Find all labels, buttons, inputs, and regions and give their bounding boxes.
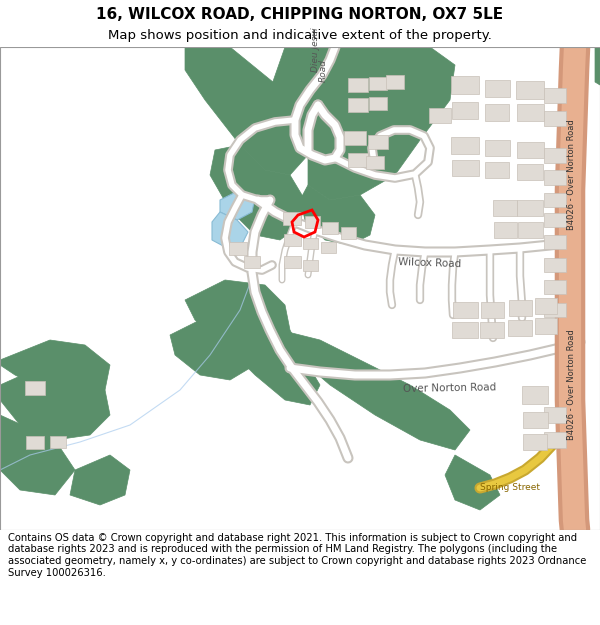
Bar <box>544 111 566 126</box>
Bar <box>344 131 366 145</box>
Bar <box>544 213 566 227</box>
Polygon shape <box>270 47 455 200</box>
Text: Map shows position and indicative extent of the property.: Map shows position and indicative extent… <box>108 29 492 42</box>
Bar <box>516 81 544 99</box>
Bar <box>348 78 368 92</box>
Bar <box>508 320 532 336</box>
Bar <box>544 280 566 294</box>
Bar <box>485 79 509 96</box>
Bar <box>244 256 260 268</box>
Bar <box>452 160 479 176</box>
Bar <box>429 107 451 122</box>
Bar <box>493 200 517 216</box>
Bar <box>341 227 356 239</box>
Polygon shape <box>0 365 110 440</box>
Bar <box>517 164 543 180</box>
Text: Road: Road <box>319 59 328 81</box>
Text: Wilcox Road: Wilcox Road <box>398 257 462 269</box>
Bar <box>485 140 509 156</box>
Bar <box>544 169 566 184</box>
Text: 16, WILCOX ROAD, CHIPPING NORTON, OX7 5LE: 16, WILCOX ROAD, CHIPPING NORTON, OX7 5L… <box>97 7 503 22</box>
Bar <box>451 76 479 94</box>
Polygon shape <box>0 340 110 400</box>
Text: B4026 - Over Norton Road: B4026 - Over Norton Road <box>568 119 577 231</box>
Bar <box>302 259 317 271</box>
Bar <box>50 436 66 448</box>
Bar <box>544 148 566 162</box>
Bar <box>517 142 544 158</box>
Bar <box>544 407 566 423</box>
Bar <box>517 222 542 238</box>
Bar <box>517 104 544 121</box>
Bar <box>480 322 504 338</box>
Bar <box>369 76 387 89</box>
Bar <box>452 101 478 119</box>
Bar <box>522 386 548 404</box>
Polygon shape <box>70 455 130 505</box>
Polygon shape <box>185 47 310 175</box>
Bar <box>25 381 45 395</box>
Bar <box>544 88 566 103</box>
Polygon shape <box>210 145 305 240</box>
Polygon shape <box>212 212 248 248</box>
Polygon shape <box>595 47 600 85</box>
Bar <box>368 135 388 149</box>
Bar <box>348 98 368 112</box>
Bar <box>481 302 503 318</box>
Polygon shape <box>275 330 470 450</box>
Bar <box>369 96 387 109</box>
Bar <box>302 238 317 249</box>
Bar <box>452 302 478 318</box>
Bar <box>494 222 517 238</box>
Polygon shape <box>170 315 260 380</box>
Text: Over Norton Road: Over Norton Road <box>403 382 497 394</box>
Polygon shape <box>0 415 75 495</box>
Bar <box>305 216 320 228</box>
Bar <box>485 162 509 178</box>
Bar <box>322 222 338 234</box>
Bar <box>517 200 543 216</box>
Bar <box>229 241 247 254</box>
Text: Dieu Jesui: Dieu Jesui <box>311 28 320 72</box>
Bar <box>544 303 566 317</box>
Bar <box>348 153 368 167</box>
Polygon shape <box>300 185 375 245</box>
Bar <box>523 434 547 450</box>
Bar <box>509 300 532 316</box>
Bar <box>523 412 548 428</box>
Bar <box>544 193 566 207</box>
Bar <box>284 256 301 268</box>
Bar <box>535 298 557 314</box>
Bar <box>451 136 479 154</box>
Bar <box>283 211 301 224</box>
Bar <box>386 75 404 89</box>
Polygon shape <box>220 190 255 220</box>
Bar <box>485 104 509 121</box>
Bar <box>366 156 384 169</box>
Text: Spring Street: Spring Street <box>480 484 540 492</box>
Polygon shape <box>185 280 320 405</box>
Bar <box>452 322 478 338</box>
Bar <box>26 436 44 449</box>
Bar <box>544 258 566 272</box>
Bar <box>535 318 557 334</box>
Bar <box>320 241 335 252</box>
Polygon shape <box>290 55 320 82</box>
Bar <box>544 432 566 448</box>
Bar <box>284 234 301 246</box>
Polygon shape <box>445 455 500 510</box>
Bar <box>544 235 566 249</box>
Text: B4026 - Over Norton Road: B4026 - Over Norton Road <box>568 329 577 441</box>
Text: Contains OS data © Crown copyright and database right 2021. This information is : Contains OS data © Crown copyright and d… <box>8 533 586 578</box>
